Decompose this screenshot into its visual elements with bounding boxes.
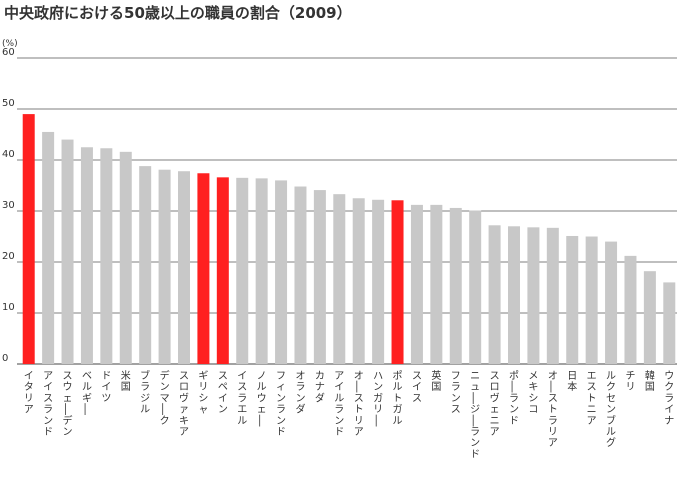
bar-2 (42, 131, 55, 364)
bar-22 (430, 204, 443, 364)
category-label: スウェ│デン (63, 371, 73, 438)
category-label: ポ│ランド (509, 370, 519, 427)
category-label: 日本 (567, 371, 577, 393)
bar-26 (508, 226, 520, 364)
bar-15 (294, 186, 307, 364)
y-tick-label: 20 (2, 251, 15, 262)
bar-11 (216, 177, 229, 364)
y-tick-label: 40 (2, 149, 15, 160)
y-tick-label: 50 (2, 98, 15, 109)
category-label: ニュ│ジ│ランド (470, 371, 480, 460)
category-label: イタリア (24, 371, 34, 416)
category-label: チリ (625, 370, 635, 393)
bar-4 (80, 147, 93, 364)
category-label: ウクライナ (664, 370, 674, 427)
category-label: アイスランド (43, 371, 53, 438)
bar-19 (372, 199, 385, 364)
bar-28 (546, 227, 559, 364)
category-label: ブラジル (140, 369, 150, 416)
bar-1 (22, 114, 35, 364)
chart-title: 中央政府における50歳以上の職員の割合（2009） (4, 4, 352, 22)
category-label: ポルトガル (393, 370, 403, 427)
bar-5 (100, 148, 113, 364)
bar-24 (469, 210, 482, 364)
category-label: ノルウェ│ (257, 371, 267, 427)
y-axis-unit-label: (%) (2, 39, 18, 49)
bar-9 (178, 171, 190, 364)
axis-layer: (%) 0 10 20 30 40 50 60 (2, 39, 18, 364)
bar-21 (410, 204, 423, 364)
category-label: イスラエル (237, 371, 247, 427)
bars-layer (22, 114, 676, 364)
bar-31 (605, 241, 618, 364)
bar-33 (643, 271, 656, 364)
category-label: ルクセンブルグ (606, 371, 616, 449)
category-label: アイルランド (334, 371, 344, 438)
category-label: メキシコ (528, 371, 538, 416)
category-label: 英国 (431, 369, 441, 393)
category-label: ギリシャ (198, 370, 208, 416)
category-label: 米国 (121, 369, 131, 393)
bar-3 (61, 139, 74, 364)
category-label: カナダ (315, 370, 325, 404)
bar-16 (313, 190, 326, 364)
bar-7 (139, 166, 152, 364)
bar-25 (488, 225, 501, 364)
category-label: スロヴァキア (179, 371, 189, 438)
bar-17 (333, 194, 346, 364)
bar-10 (197, 173, 210, 364)
bar-23 (449, 207, 462, 364)
category-label: スイス (412, 371, 422, 404)
category-label: オランダ (295, 370, 305, 416)
y-tick-label: 60 (2, 47, 15, 58)
bar-8 (158, 169, 171, 364)
category-label: ベルギ│ (82, 370, 92, 416)
category-label: エストニア (587, 371, 597, 427)
category-label: 韓国 (645, 370, 655, 393)
bar-6 (119, 151, 132, 364)
bar-14 (275, 180, 288, 364)
bar-13 (255, 178, 268, 364)
category-label: デンマ│ク (160, 369, 170, 427)
category-label: スロヴェニア (490, 371, 500, 438)
bar-12 (236, 177, 249, 364)
category-label: スペイン (218, 371, 228, 416)
bar-27 (527, 227, 540, 364)
bar-20 (391, 200, 404, 364)
bar-18 (352, 198, 365, 364)
category-label: ハンガリ│ (373, 371, 383, 427)
category-label: オ│ストリア (354, 370, 364, 438)
bar-32 (624, 255, 637, 364)
y-tick-label: 10 (2, 302, 15, 313)
bar-29 (566, 235, 579, 364)
category-label: ドイツ (101, 371, 111, 404)
y-tick-label: 0 (2, 353, 8, 364)
bar-34 (663, 282, 676, 364)
y-tick-label: 30 (2, 200, 15, 211)
category-label: フィンランド (276, 371, 286, 438)
category-label: オ│ストラリア (548, 370, 558, 449)
category-label: フランス (451, 371, 461, 416)
bar-30 (585, 236, 598, 364)
